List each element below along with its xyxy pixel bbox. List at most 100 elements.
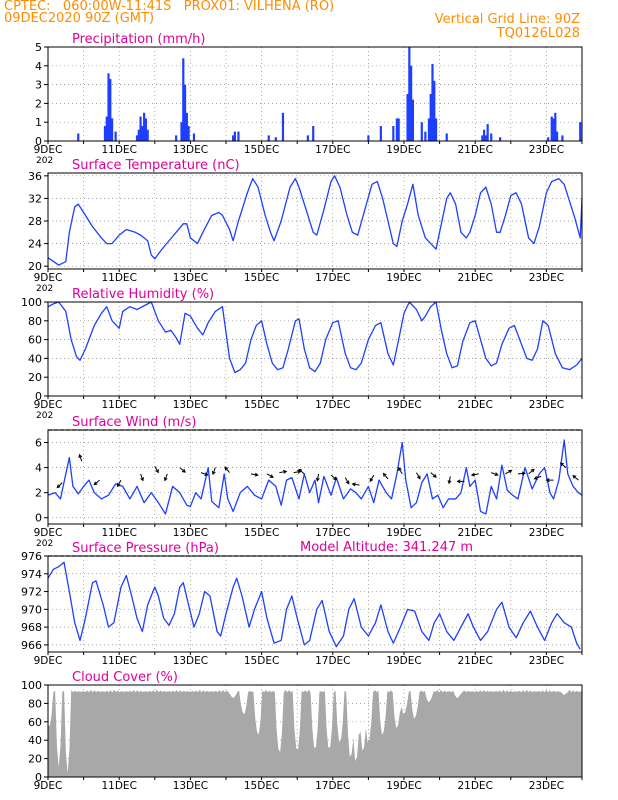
x-tick-label: 23DEC bbox=[529, 272, 564, 284]
x-tick-label: 13DEC bbox=[173, 399, 208, 411]
wind-arrow-shaft bbox=[352, 483, 360, 486]
x-tick-label: 15DEC bbox=[244, 655, 279, 667]
precip-bar bbox=[406, 94, 409, 141]
wind-arrow bbox=[140, 473, 144, 482]
x-tick-label: 17DEC bbox=[315, 399, 350, 411]
precip-bar bbox=[433, 80, 436, 141]
panel-title-temp: Surface Temperature (nC) bbox=[72, 158, 240, 173]
wind-arrow bbox=[330, 474, 338, 481]
x-tick-label: 19DEC bbox=[386, 144, 421, 156]
x-tick-label: 23DEC bbox=[529, 780, 564, 792]
precip-bar bbox=[110, 118, 114, 141]
y-tick-label: 40 bbox=[28, 352, 42, 365]
precip-bar bbox=[185, 112, 188, 141]
wind-arrow bbox=[93, 479, 100, 486]
y-tick-label: 0 bbox=[35, 771, 42, 784]
precip-bar bbox=[579, 122, 582, 141]
x-tick-label: 19DEC bbox=[386, 655, 421, 667]
wind-arrow-shaft bbox=[140, 473, 144, 481]
panel-frame bbox=[47, 172, 583, 270]
x-tick-label: 15DEC bbox=[244, 144, 279, 156]
x-tick-label: 13DEC bbox=[173, 272, 208, 284]
wind-arrow-shaft bbox=[56, 482, 63, 488]
wind-arrow-head bbox=[56, 484, 61, 489]
wind-arrow-head bbox=[432, 473, 437, 478]
x-tick-label: 11DEC bbox=[101, 655, 136, 667]
wind-arrow-head bbox=[204, 472, 209, 476]
wind-arrow bbox=[369, 474, 375, 483]
wind-arrow bbox=[416, 472, 421, 480]
wind-arrow-shaft bbox=[154, 466, 159, 473]
wind-arrow-shaft bbox=[517, 472, 525, 475]
precip-bar bbox=[499, 137, 502, 141]
y-tick-label: 0 bbox=[35, 512, 42, 525]
y-tick-label: 0 bbox=[35, 135, 42, 148]
wind-arrow-head bbox=[78, 453, 83, 458]
wind-arrow-shaft bbox=[298, 468, 305, 475]
precip-bar bbox=[187, 125, 190, 141]
wind-arrow bbox=[250, 472, 259, 477]
wind-arrow-shaft bbox=[266, 473, 274, 478]
rh-line bbox=[47, 301, 583, 374]
y-tick-label: 32 bbox=[28, 192, 42, 205]
precip-bar bbox=[233, 131, 236, 141]
wind-arrow-head bbox=[508, 469, 513, 474]
wind-arrow-shaft bbox=[398, 467, 403, 475]
y-tick-label: 28 bbox=[28, 215, 42, 228]
cloud-cover-area bbox=[48, 689, 582, 777]
x-tick-label: 17DEC bbox=[315, 527, 350, 539]
wind-arrow-shaft bbox=[164, 473, 168, 481]
wind-arrow bbox=[344, 477, 350, 485]
precip-bar bbox=[561, 135, 564, 141]
x-tick-label: 15DEC bbox=[244, 780, 279, 792]
wind-arrow bbox=[56, 482, 63, 489]
wind-line bbox=[47, 439, 583, 515]
precip-bar bbox=[395, 118, 398, 141]
x-tick-label: 21DEC bbox=[457, 399, 492, 411]
temp-line bbox=[47, 175, 583, 266]
x-tick-label: 15DEC bbox=[244, 399, 279, 411]
wind-arrow-shaft bbox=[369, 474, 375, 482]
wind-arrow-head bbox=[333, 476, 338, 481]
y-tick-label: 20 bbox=[28, 371, 42, 384]
wind-arrow bbox=[559, 462, 567, 468]
precip-bar bbox=[267, 135, 270, 141]
wind-arrow bbox=[447, 476, 452, 485]
panel-wind: Surface Wind (m/s) 0 2 4 6 9DEC 11DEC 13DEC 15DE… bbox=[34, 415, 583, 549]
wind-arrow-shaft bbox=[250, 473, 258, 476]
y-tick-label: 80 bbox=[28, 315, 42, 328]
y-tick-label: 0 bbox=[35, 390, 42, 403]
x-tick-label: 23DEC bbox=[529, 399, 564, 411]
x-tick-label: 13DEC bbox=[173, 780, 208, 792]
x-tick-label: 11DEC bbox=[101, 399, 136, 411]
x-year-stub: 202 bbox=[36, 156, 53, 166]
wind-arrow-head bbox=[181, 468, 186, 473]
y-tick-label: 972 bbox=[21, 586, 42, 599]
precip-bar bbox=[379, 125, 382, 141]
header-station: CPTEC: 060:00W-11:41S PROX01: VILHENA (R… bbox=[4, 0, 335, 14]
wind-arrow-head bbox=[93, 481, 98, 486]
precip-bar bbox=[431, 63, 434, 141]
x-tick-label: 17DEC bbox=[315, 655, 350, 667]
wind-arrow bbox=[528, 468, 535, 475]
x-tick-label: 17DEC bbox=[315, 780, 350, 792]
precip-bar bbox=[367, 135, 370, 141]
y-tick-label: 80 bbox=[28, 697, 42, 710]
y-tick-label: 974 bbox=[21, 568, 42, 581]
y-tick-label: 60 bbox=[28, 334, 42, 347]
x-tick-label: 23DEC bbox=[529, 144, 564, 156]
precip-bar bbox=[550, 116, 553, 141]
wind-arrow-shaft bbox=[560, 462, 567, 468]
wind-arrow-head bbox=[494, 472, 499, 476]
precip-bar bbox=[109, 78, 112, 141]
precip-bar bbox=[139, 116, 142, 141]
x-tick-label: 19DEC bbox=[386, 272, 421, 284]
wind-arrow-head bbox=[163, 477, 168, 482]
header-run-time: 09DEC2020 90Z (GMT) bbox=[4, 11, 155, 26]
wind-arrow-shaft bbox=[430, 472, 437, 478]
precip-bar bbox=[408, 47, 411, 141]
precip-bar bbox=[392, 125, 395, 141]
x-tick-label: 9DEC bbox=[34, 272, 63, 284]
wind-arrow-shaft bbox=[330, 474, 337, 481]
